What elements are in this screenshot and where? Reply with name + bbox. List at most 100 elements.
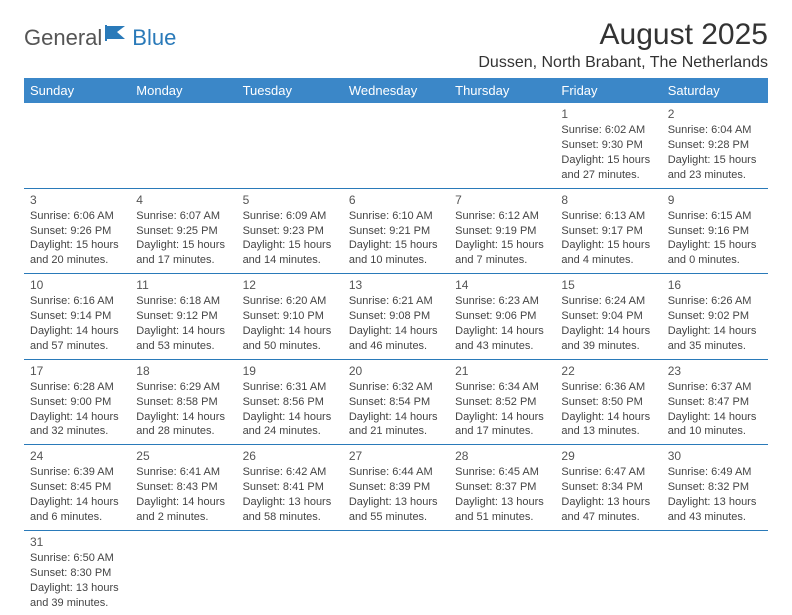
daylight-line: Daylight: 14 hours bbox=[243, 324, 337, 339]
daylight-line: Daylight: 13 hours bbox=[243, 495, 337, 510]
calendar-day-cell: 4Sunrise: 6:07 AMSunset: 9:25 PMDaylight… bbox=[130, 188, 236, 274]
day-number: 28 bbox=[455, 448, 549, 464]
calendar-week-row: 3Sunrise: 6:06 AMSunset: 9:26 PMDaylight… bbox=[24, 188, 768, 274]
calendar-day-cell: 15Sunrise: 6:24 AMSunset: 9:04 PMDayligh… bbox=[555, 274, 661, 360]
calendar-empty-cell bbox=[449, 103, 555, 188]
calendar-day-cell: 30Sunrise: 6:49 AMSunset: 8:32 PMDayligh… bbox=[662, 445, 768, 531]
daylight-line: Daylight: 15 hours bbox=[30, 238, 124, 253]
calendar-week-row: 10Sunrise: 6:16 AMSunset: 9:14 PMDayligh… bbox=[24, 274, 768, 360]
day-number: 21 bbox=[455, 363, 549, 379]
sunset-line: Sunset: 9:17 PM bbox=[561, 224, 655, 239]
calendar-day-cell: 27Sunrise: 6:44 AMSunset: 8:39 PMDayligh… bbox=[343, 445, 449, 531]
sunrise-line: Sunrise: 6:41 AM bbox=[136, 465, 230, 480]
calendar-day-cell: 31Sunrise: 6:50 AMSunset: 8:30 PMDayligh… bbox=[24, 530, 130, 615]
daylight-line: and 17 minutes. bbox=[136, 253, 230, 268]
calendar-day-cell: 7Sunrise: 6:12 AMSunset: 9:19 PMDaylight… bbox=[449, 188, 555, 274]
daylight-line: Daylight: 15 hours bbox=[136, 238, 230, 253]
calendar-empty-cell bbox=[130, 530, 236, 615]
sunset-line: Sunset: 8:43 PM bbox=[136, 480, 230, 495]
day-number: 10 bbox=[30, 277, 124, 293]
sunrise-line: Sunrise: 6:15 AM bbox=[668, 209, 762, 224]
sunset-line: Sunset: 9:19 PM bbox=[455, 224, 549, 239]
day-number: 27 bbox=[349, 448, 443, 464]
day-number: 26 bbox=[243, 448, 337, 464]
daylight-line: and 20 minutes. bbox=[30, 253, 124, 268]
day-number: 12 bbox=[243, 277, 337, 293]
calendar-day-cell: 5Sunrise: 6:09 AMSunset: 9:23 PMDaylight… bbox=[237, 188, 343, 274]
day-number: 14 bbox=[455, 277, 549, 293]
daylight-line: Daylight: 13 hours bbox=[455, 495, 549, 510]
day-number: 30 bbox=[668, 448, 762, 464]
day-number: 7 bbox=[455, 192, 549, 208]
sunrise-line: Sunrise: 6:45 AM bbox=[455, 465, 549, 480]
daylight-line: Daylight: 13 hours bbox=[561, 495, 655, 510]
sunset-line: Sunset: 8:54 PM bbox=[349, 395, 443, 410]
calendar-empty-cell bbox=[237, 530, 343, 615]
sunset-line: Sunset: 8:45 PM bbox=[30, 480, 124, 495]
calendar-day-cell: 10Sunrise: 6:16 AMSunset: 9:14 PMDayligh… bbox=[24, 274, 130, 360]
sunrise-line: Sunrise: 6:04 AM bbox=[668, 123, 762, 138]
month-title: August 2025 bbox=[478, 18, 768, 52]
calendar-day-cell: 25Sunrise: 6:41 AMSunset: 8:43 PMDayligh… bbox=[130, 445, 236, 531]
sunset-line: Sunset: 9:16 PM bbox=[668, 224, 762, 239]
sunrise-line: Sunrise: 6:21 AM bbox=[349, 294, 443, 309]
sunset-line: Sunset: 9:25 PM bbox=[136, 224, 230, 239]
calendar-week-row: 1Sunrise: 6:02 AMSunset: 9:30 PMDaylight… bbox=[24, 103, 768, 188]
sunset-line: Sunset: 8:50 PM bbox=[561, 395, 655, 410]
sunrise-line: Sunrise: 6:42 AM bbox=[243, 465, 337, 480]
location-subtitle: Dussen, North Brabant, The Netherlands bbox=[478, 54, 768, 72]
calendar-day-cell: 8Sunrise: 6:13 AMSunset: 9:17 PMDaylight… bbox=[555, 188, 661, 274]
calendar-day-cell: 21Sunrise: 6:34 AMSunset: 8:52 PMDayligh… bbox=[449, 359, 555, 445]
sunset-line: Sunset: 9:00 PM bbox=[30, 395, 124, 410]
day-number: 20 bbox=[349, 363, 443, 379]
daylight-line: and 24 minutes. bbox=[243, 424, 337, 439]
calendar-day-cell: 14Sunrise: 6:23 AMSunset: 9:06 PMDayligh… bbox=[449, 274, 555, 360]
sunrise-line: Sunrise: 6:39 AM bbox=[30, 465, 124, 480]
sunset-line: Sunset: 9:04 PM bbox=[561, 309, 655, 324]
logo-text-general: General bbox=[24, 25, 102, 51]
logo: General Blue bbox=[24, 24, 176, 51]
sunrise-line: Sunrise: 6:44 AM bbox=[349, 465, 443, 480]
sunset-line: Sunset: 9:08 PM bbox=[349, 309, 443, 324]
page-header: General Blue August 2025 Dussen, North B… bbox=[24, 18, 768, 72]
sunset-line: Sunset: 9:28 PM bbox=[668, 138, 762, 153]
calendar-day-cell: 22Sunrise: 6:36 AMSunset: 8:50 PMDayligh… bbox=[555, 359, 661, 445]
calendar-table: SundayMondayTuesdayWednesdayThursdayFrid… bbox=[24, 78, 768, 615]
day-number: 8 bbox=[561, 192, 655, 208]
daylight-line: and 58 minutes. bbox=[243, 510, 337, 525]
calendar-empty-cell bbox=[237, 103, 343, 188]
day-number: 5 bbox=[243, 192, 337, 208]
calendar-day-cell: 28Sunrise: 6:45 AMSunset: 8:37 PMDayligh… bbox=[449, 445, 555, 531]
daylight-line: and 17 minutes. bbox=[455, 424, 549, 439]
sunset-line: Sunset: 8:34 PM bbox=[561, 480, 655, 495]
daylight-line: and 46 minutes. bbox=[349, 339, 443, 354]
calendar-week-row: 31Sunrise: 6:50 AMSunset: 8:30 PMDayligh… bbox=[24, 530, 768, 615]
calendar-day-cell: 19Sunrise: 6:31 AMSunset: 8:56 PMDayligh… bbox=[237, 359, 343, 445]
daylight-line: and 50 minutes. bbox=[243, 339, 337, 354]
daylight-line: and 21 minutes. bbox=[349, 424, 443, 439]
sunrise-line: Sunrise: 6:23 AM bbox=[455, 294, 549, 309]
daylight-line: Daylight: 14 hours bbox=[455, 410, 549, 425]
daylight-line: Daylight: 15 hours bbox=[349, 238, 443, 253]
calendar-day-cell: 23Sunrise: 6:37 AMSunset: 8:47 PMDayligh… bbox=[662, 359, 768, 445]
calendar-day-cell: 29Sunrise: 6:47 AMSunset: 8:34 PMDayligh… bbox=[555, 445, 661, 531]
daylight-line: Daylight: 14 hours bbox=[561, 324, 655, 339]
day-number: 23 bbox=[668, 363, 762, 379]
daylight-line: Daylight: 14 hours bbox=[136, 495, 230, 510]
daylight-line: and 47 minutes. bbox=[561, 510, 655, 525]
daylight-line: and 27 minutes. bbox=[561, 168, 655, 183]
sunrise-line: Sunrise: 6:24 AM bbox=[561, 294, 655, 309]
daylight-line: Daylight: 13 hours bbox=[668, 495, 762, 510]
sunset-line: Sunset: 8:41 PM bbox=[243, 480, 337, 495]
daylight-line: Daylight: 14 hours bbox=[136, 324, 230, 339]
weekday-header: Thursday bbox=[449, 78, 555, 103]
daylight-line: and 55 minutes. bbox=[349, 510, 443, 525]
sunset-line: Sunset: 9:02 PM bbox=[668, 309, 762, 324]
sunset-line: Sunset: 9:14 PM bbox=[30, 309, 124, 324]
sunrise-line: Sunrise: 6:06 AM bbox=[30, 209, 124, 224]
daylight-line: and 43 minutes. bbox=[455, 339, 549, 354]
day-number: 9 bbox=[668, 192, 762, 208]
sunset-line: Sunset: 8:37 PM bbox=[455, 480, 549, 495]
sunrise-line: Sunrise: 6:26 AM bbox=[668, 294, 762, 309]
sunrise-line: Sunrise: 6:07 AM bbox=[136, 209, 230, 224]
